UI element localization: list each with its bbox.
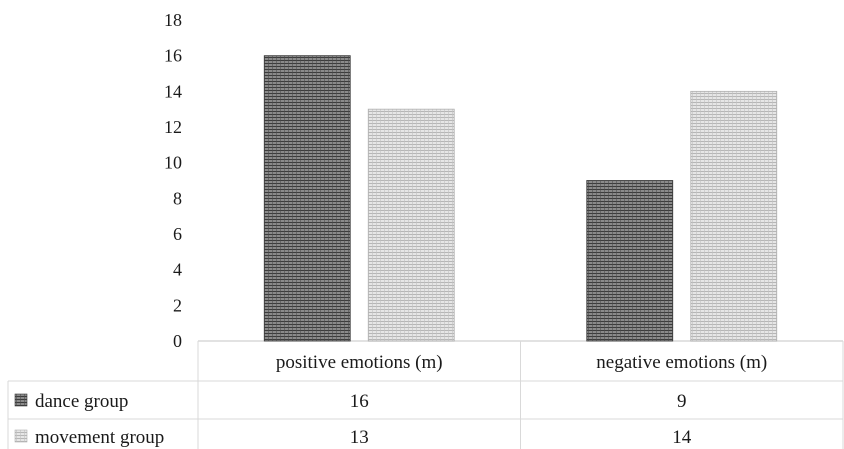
legend-label-0: dance group: [35, 391, 128, 412]
y-tick-label-2: 2: [173, 295, 182, 315]
bar-dance-group-1: [586, 180, 674, 342]
table-value-0-0: 16: [350, 391, 369, 412]
y-tick-label-10: 10: [164, 153, 182, 173]
category-label-0: positive emotions (m): [276, 352, 443, 373]
y-tick-label-4: 4: [173, 260, 182, 280]
table-value-1-1: 14: [672, 427, 692, 448]
table-value-0-1: 9: [677, 391, 687, 412]
y-tick-label-14: 14: [164, 81, 182, 101]
y-tick-label-8: 8: [173, 188, 182, 208]
y-tick-label-16: 16: [164, 46, 182, 66]
bar-dance-group-0: [263, 55, 351, 342]
y-tick-label-12: 12: [164, 117, 182, 137]
y-tick-label-18: 18: [164, 10, 182, 30]
data-table: positive emotions (m) negative emotions (…: [7, 341, 844, 449]
legend-swatch-0: [14, 393, 28, 407]
bar-movement-group-1: [690, 90, 778, 342]
bar-movement-group-0: [367, 108, 455, 342]
legend-swatch-1: [14, 429, 28, 443]
bars-group: [263, 55, 778, 342]
table-value-1-0: 13: [350, 427, 369, 448]
category-label-1: negative emotions (m): [596, 352, 767, 373]
y-tick-label-6: 6: [173, 224, 182, 244]
legend-label-1: movement group: [35, 427, 164, 448]
y-tick-label-0: 0: [173, 331, 182, 351]
